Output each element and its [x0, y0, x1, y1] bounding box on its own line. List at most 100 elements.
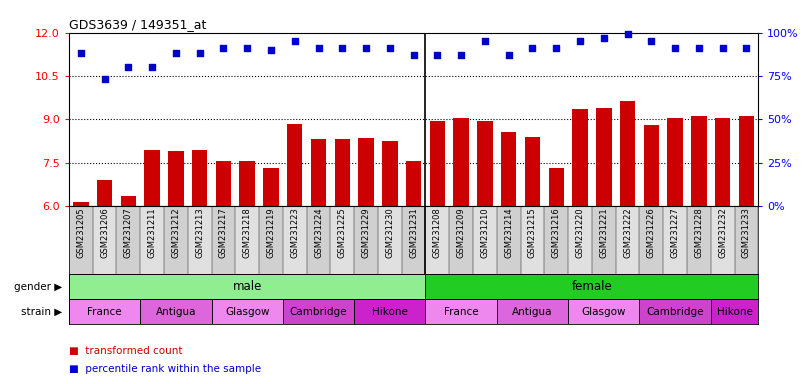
Bar — [426, 300, 497, 324]
Bar — [235, 206, 259, 274]
Point — [288, 38, 301, 45]
Point — [668, 45, 681, 51]
Point — [384, 45, 397, 51]
Bar — [259, 206, 283, 274]
Point — [526, 45, 539, 51]
Text: GSM231217: GSM231217 — [219, 207, 228, 258]
Bar — [97, 180, 112, 379]
Text: GSM231226: GSM231226 — [647, 207, 656, 258]
Text: GSM231224: GSM231224 — [314, 207, 323, 258]
Bar — [667, 118, 683, 379]
Bar — [430, 121, 445, 379]
Text: ■  transformed count: ■ transformed count — [69, 346, 182, 356]
Text: GSM231231: GSM231231 — [409, 207, 418, 258]
Text: GSM231215: GSM231215 — [528, 207, 537, 258]
Point — [75, 50, 88, 56]
Bar — [401, 206, 426, 274]
Bar — [548, 168, 564, 379]
Point — [193, 50, 206, 56]
Point — [455, 52, 468, 58]
Bar — [307, 206, 330, 274]
Text: GSM231209: GSM231209 — [457, 207, 466, 258]
Point — [359, 45, 372, 51]
Point — [169, 50, 182, 56]
Bar — [544, 206, 569, 274]
Bar — [569, 206, 592, 274]
Bar — [192, 150, 208, 379]
Bar — [264, 168, 279, 379]
Bar — [687, 206, 710, 274]
Text: GSM231211: GSM231211 — [148, 207, 157, 258]
Text: France: France — [88, 307, 122, 317]
Bar — [382, 141, 397, 379]
Bar — [287, 124, 303, 379]
Point — [336, 45, 349, 51]
Bar — [168, 151, 183, 379]
Point — [98, 76, 111, 83]
Bar — [739, 116, 754, 379]
Text: Antigua: Antigua — [156, 307, 196, 317]
Text: GSM231230: GSM231230 — [385, 207, 394, 258]
Bar — [663, 206, 687, 274]
Text: Hikone: Hikone — [717, 307, 753, 317]
Bar — [69, 300, 140, 324]
Bar — [378, 206, 401, 274]
Point — [217, 45, 230, 51]
Bar — [283, 300, 354, 324]
Point — [693, 45, 706, 51]
Text: Cambridge: Cambridge — [290, 307, 347, 317]
Point — [122, 64, 135, 70]
Bar — [691, 116, 706, 379]
Bar — [69, 206, 92, 274]
Text: GSM231205: GSM231205 — [76, 207, 85, 258]
Bar — [140, 300, 212, 324]
Bar — [473, 206, 497, 274]
Text: ■  percentile rank within the sample: ■ percentile rank within the sample — [69, 364, 261, 374]
Point — [573, 38, 586, 45]
Bar — [144, 150, 160, 379]
Bar — [497, 300, 569, 324]
Bar — [525, 137, 540, 379]
Text: GSM231225: GSM231225 — [338, 207, 347, 258]
Bar — [283, 206, 307, 274]
Point — [312, 45, 325, 51]
Text: GSM231233: GSM231233 — [742, 207, 751, 258]
Bar — [710, 206, 735, 274]
Bar — [69, 274, 426, 300]
Bar — [426, 206, 449, 274]
Point — [716, 45, 729, 51]
Bar — [117, 206, 140, 274]
Bar — [596, 108, 611, 379]
Bar — [710, 300, 758, 324]
Text: GSM231207: GSM231207 — [124, 207, 133, 258]
Bar — [354, 206, 378, 274]
Text: GSM231208: GSM231208 — [433, 207, 442, 258]
Bar — [140, 206, 164, 274]
Bar — [216, 161, 231, 379]
Bar — [354, 300, 426, 324]
Point — [264, 47, 277, 53]
Bar — [620, 101, 635, 379]
Text: GSM231212: GSM231212 — [171, 207, 180, 258]
Text: GSM231206: GSM231206 — [100, 207, 109, 258]
Point — [407, 52, 420, 58]
Point — [241, 45, 254, 51]
Text: Cambridge: Cambridge — [646, 307, 704, 317]
Bar — [639, 206, 663, 274]
Text: GSM231210: GSM231210 — [480, 207, 489, 258]
Text: GSM231228: GSM231228 — [694, 207, 703, 258]
Bar — [521, 206, 544, 274]
Text: GSM231218: GSM231218 — [242, 207, 251, 258]
Text: Antigua: Antigua — [513, 307, 553, 317]
Text: GSM231214: GSM231214 — [504, 207, 513, 258]
Bar — [92, 206, 117, 274]
Text: GSM231229: GSM231229 — [362, 207, 371, 258]
Text: GSM231216: GSM231216 — [551, 207, 560, 258]
Bar — [735, 206, 758, 274]
Text: GSM231213: GSM231213 — [195, 207, 204, 258]
Bar — [188, 206, 212, 274]
Point — [740, 45, 753, 51]
Point — [478, 38, 491, 45]
Text: Glasgow: Glasgow — [225, 307, 269, 317]
Bar — [573, 109, 588, 379]
